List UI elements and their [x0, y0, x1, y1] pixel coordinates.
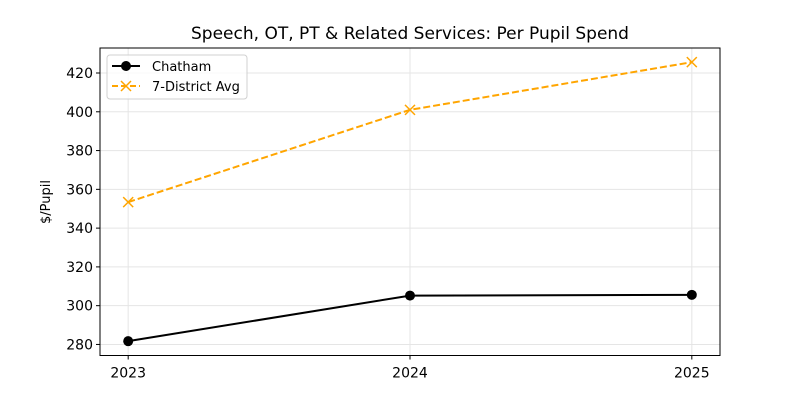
chart-title: Speech, OT, PT & Related Services: Per P…	[191, 24, 629, 44]
series-7-district-avg	[122, 56, 698, 208]
legend-label: Chatham	[152, 60, 211, 75]
y-tick-label: 340	[66, 221, 93, 237]
y-tick-label: 400	[66, 105, 93, 121]
y-tick-label: 280	[66, 337, 93, 353]
data-point	[122, 196, 134, 208]
y-axis-label: $/Pupil	[39, 180, 54, 224]
data-point	[686, 56, 698, 68]
y-tick-label: 380	[66, 144, 93, 160]
data-point	[405, 290, 415, 301]
data-point	[121, 61, 131, 71]
data-point	[404, 104, 416, 116]
data-point	[686, 289, 697, 300]
y-tick-label: 300	[66, 299, 93, 315]
y-tick-label: 360	[66, 182, 93, 198]
x-tick-label: 2024	[392, 366, 428, 382]
x-tick-label: 2023	[110, 366, 146, 382]
y-tick-label: 420	[66, 66, 93, 82]
plot-frame	[99, 47, 721, 356]
y-tick-label: 320	[66, 260, 93, 276]
x-tick-label: 2025	[674, 366, 710, 382]
legend-box	[106, 54, 248, 100]
data-point	[123, 336, 134, 347]
series-chatham	[123, 289, 697, 347]
legend: Chatham 7-District Avg	[106, 54, 248, 100]
data-point	[120, 80, 132, 92]
legend-label: 7-District Avg	[152, 80, 240, 95]
